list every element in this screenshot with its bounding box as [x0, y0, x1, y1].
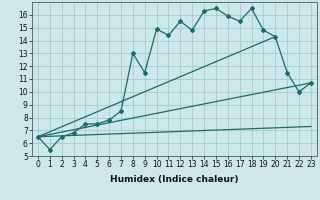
X-axis label: Humidex (Indice chaleur): Humidex (Indice chaleur) [110, 175, 239, 184]
